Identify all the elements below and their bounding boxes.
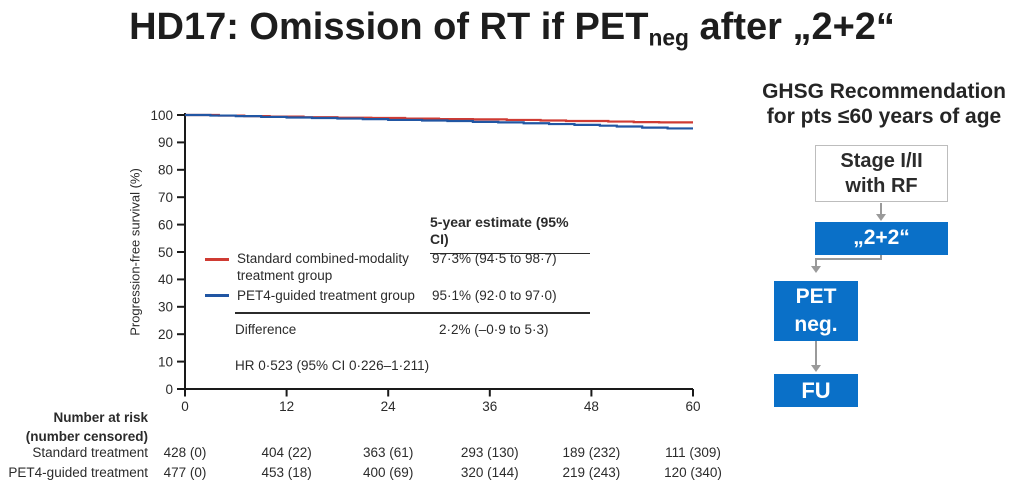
arrow-head-icon (811, 365, 821, 372)
risk-cell: 363 (61) (363, 445, 414, 460)
risk-cell: 293 (130) (460, 445, 519, 460)
y-axis-label: Progression-free survival (%) (127, 168, 143, 336)
legend-label-standard: Standard combined-modality treatment gro… (237, 251, 409, 283)
title-suffix: after „2+2“ (688, 6, 895, 48)
y-tick-label: 80 (158, 163, 173, 178)
difference-value: 2·2% (–0·9 to 5·3) (439, 322, 549, 337)
risk-cell: 120 (340) (664, 464, 722, 480)
risk-cell: 477 (0) (163, 464, 207, 480)
flow-node-pet-neg: PET neg. (774, 281, 858, 341)
risk-row-label: Standard treatment (32, 445, 148, 460)
risk-table-subtitle: (number censored) (25, 429, 148, 444)
legend-swatch-pet4 (205, 294, 229, 297)
title-prefix: HD17: Omission of RT if PET (129, 6, 649, 48)
y-tick-label: 60 (158, 217, 173, 232)
legend-value-pet4: 95·1% (92·0 to 97·0) (432, 288, 557, 303)
risk-cell: 404 (22) (261, 445, 312, 460)
flow-elbow-2plus2-to-pet (815, 255, 882, 266)
risk-row-label: PET4-guided treatment (8, 464, 148, 480)
legend-header: 5-year estimate (95% CI) (430, 214, 590, 254)
risk-cell: 189 (232) (562, 445, 621, 460)
y-tick-label: 10 (158, 354, 173, 369)
y-tick-label: 20 (158, 327, 173, 342)
risk-cell: 400 (69) (363, 464, 414, 480)
title-subscript: neg (648, 24, 689, 51)
y-tick-label: 40 (158, 272, 173, 287)
difference-label: Difference (235, 322, 297, 337)
slide-title: HD17: Omission of RT if PETneg after „2+… (0, 6, 1024, 51)
y-tick-label: 70 (158, 190, 173, 205)
legend-label-pet4: PET4-guided treatment group (237, 288, 415, 303)
risk-cell: 219 (243) (562, 464, 621, 480)
y-tick-label: 30 (158, 300, 173, 315)
km-curve-pet4 (185, 113, 693, 130)
x-tick-label: 0 (181, 399, 189, 414)
legend-divider (235, 312, 590, 314)
flow-node-stage: Stage I/II with RF (815, 145, 948, 202)
arrow-head-icon (811, 266, 821, 273)
legend-value-standard: 97·3% (94·5 to 98·7) (432, 251, 557, 266)
x-tick-label: 12 (279, 399, 294, 414)
risk-cell: 453 (18) (261, 464, 312, 480)
legend-swatch-standard (205, 258, 229, 261)
y-tick-label: 100 (150, 108, 173, 123)
risk-table-title: Number at risk (53, 410, 148, 425)
risk-cell: 111 (309) (665, 445, 721, 460)
flow-node-2plus2: „2+2“ (815, 222, 948, 255)
x-tick-label: 60 (685, 399, 700, 414)
flowchart-heading: GHSG Recommendation for pts ≤60 years of… (762, 80, 1006, 128)
flow-node-fu: FU (774, 374, 858, 407)
x-tick-label: 36 (482, 399, 497, 414)
risk-cell: 428 (0) (163, 445, 207, 460)
arrow-head-icon (876, 214, 886, 221)
y-tick-label: 90 (158, 135, 173, 150)
y-tick-label: 50 (158, 245, 173, 260)
hazard-ratio-text: HR 0·523 (95% CI 0·226–1·211) (235, 358, 430, 373)
x-tick-label: 24 (381, 399, 397, 414)
risk-cell: 320 (144) (460, 464, 519, 480)
x-tick-label: 48 (584, 399, 599, 414)
y-tick-label: 0 (165, 382, 173, 397)
